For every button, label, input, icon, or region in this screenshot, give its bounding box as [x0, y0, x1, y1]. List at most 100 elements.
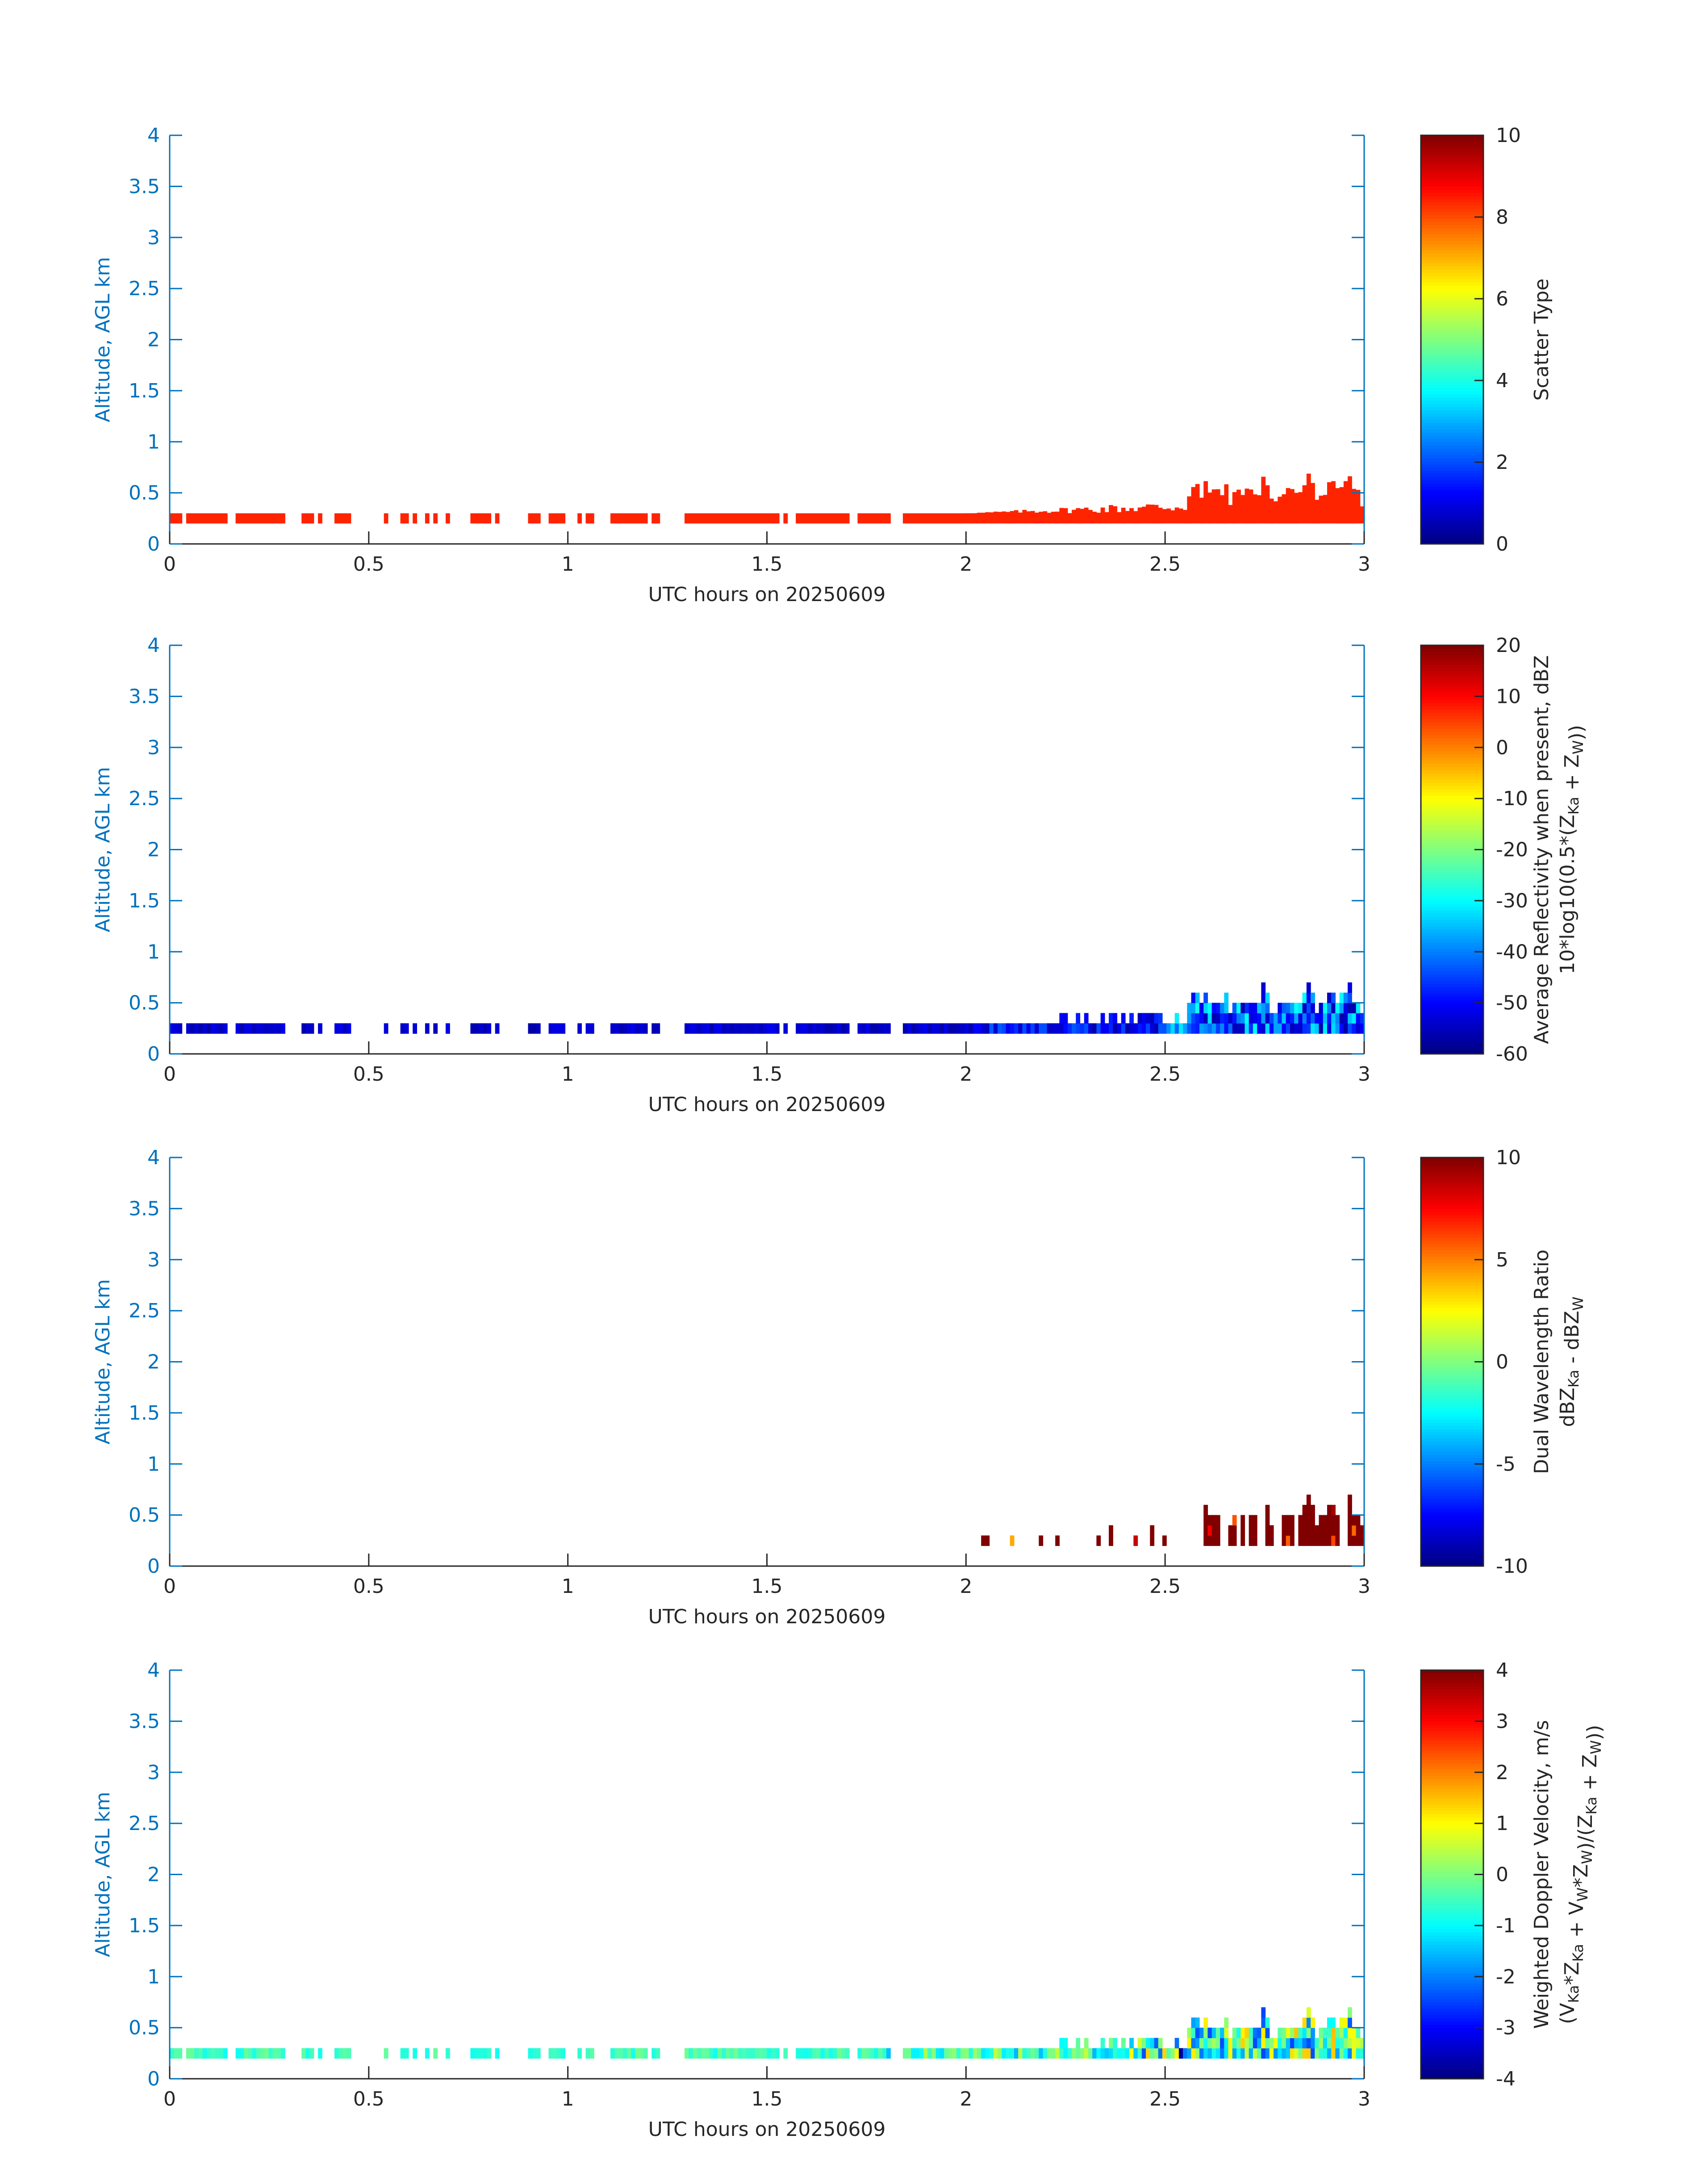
colorbar-swatch	[1421, 298, 1483, 302]
colorbar-swatch	[1421, 1951, 1483, 1955]
colorbar-swatch	[1421, 189, 1483, 193]
heatmap-cell	[446, 2048, 450, 2059]
heatmap-cell	[1302, 1515, 1307, 1526]
heatmap-cell	[470, 513, 475, 524]
heatmap-cell	[935, 2048, 940, 2059]
colorbar-swatch	[1421, 215, 1483, 219]
heatmap-cell	[993, 2048, 998, 2059]
heatmap-cell	[561, 1023, 566, 1034]
heatmap-cell	[1174, 507, 1179, 524]
colorbar-swatch	[1421, 1192, 1483, 1196]
heatmap-cell	[1348, 1494, 1352, 1505]
heatmap-cell	[1352, 1515, 1357, 1526]
heatmap-cell	[1203, 1504, 1208, 1516]
heatmap-cell	[808, 513, 813, 524]
heatmap-cell	[1191, 1003, 1196, 1014]
heatmap-cell	[940, 1023, 944, 1034]
heatmap-cell	[1343, 1003, 1348, 1014]
heatmap-cell	[528, 2048, 533, 2059]
heatmap-cell	[433, 1023, 438, 1034]
colorbar-swatch	[1421, 400, 1483, 404]
colorbar-swatch	[1421, 496, 1483, 500]
heatmap-cell	[738, 513, 743, 524]
colorbar-swatch	[1421, 891, 1483, 895]
heatmap-cell	[948, 1023, 953, 1034]
heatmap-cell	[651, 1023, 656, 1034]
heatmap-cell	[1360, 1023, 1365, 1034]
heatmap-cell	[239, 1023, 244, 1034]
heatmap-cell	[833, 2048, 837, 2059]
colorbar-swatch	[1421, 1003, 1483, 1007]
colorbar-swatch	[1421, 1967, 1483, 1971]
heatmap-cell	[318, 1023, 322, 1034]
heatmap-cell	[923, 2048, 928, 2059]
heatmap-cell	[1274, 1013, 1278, 1024]
heatmap-cell	[1244, 2027, 1249, 2039]
colorbar-swatch	[1421, 715, 1483, 719]
heatmap-cell	[902, 513, 907, 524]
heatmap-cell	[865, 1023, 870, 1034]
heatmap-cell	[1323, 1013, 1328, 1024]
heatmap-cell	[1290, 1003, 1295, 1014]
heatmap-cell	[1249, 1535, 1253, 1546]
colorbar-swatch	[1421, 1782, 1483, 1786]
colorbar-swatch	[1421, 1756, 1483, 1760]
heatmap-cell	[1154, 505, 1159, 524]
heatmap-cell	[956, 1023, 961, 1034]
colorbar-swatch	[1421, 1464, 1483, 1468]
colorbar-swatch	[1421, 1705, 1483, 1709]
heatmap-cell	[585, 1023, 590, 1034]
colorbar-swatch	[1421, 394, 1483, 397]
colorbar-swatch	[1421, 2053, 1483, 2057]
heatmap-cell	[1352, 1023, 1357, 1034]
heatmap-cell	[1290, 1023, 1295, 1034]
colorbar-swatch	[1421, 445, 1483, 449]
colorbar-swatch	[1421, 1794, 1483, 1798]
colorbar-swatch	[1421, 1727, 1483, 1731]
colorbar-swatch	[1421, 1960, 1483, 1964]
heatmap-cell	[1014, 510, 1019, 524]
heatmap-cell	[1121, 507, 1126, 524]
heatmap-cell	[870, 1023, 874, 1034]
colorbar-swatch	[1421, 1311, 1483, 1315]
colorbar-swatch	[1421, 1041, 1483, 1045]
heatmap-cell	[726, 2048, 731, 2059]
heatmap-cell	[767, 1023, 772, 1034]
colorbar-swatch	[1421, 952, 1483, 956]
colorbar-swatch	[1421, 314, 1483, 318]
heatmap-cell	[1306, 473, 1311, 524]
colorbar-swatch	[1421, 1903, 1483, 1907]
colorbar-swatch	[1421, 1412, 1483, 1417]
colorbar-swatch	[1421, 1817, 1483, 1821]
colorbar-swatch	[1421, 1250, 1483, 1254]
heatmap-cell	[738, 2048, 743, 2059]
heatmap-cell	[635, 513, 640, 524]
heatmap-cell	[1240, 1535, 1245, 1546]
colorbar-swatch	[1421, 1823, 1483, 1827]
heatmap-cell	[1286, 488, 1290, 524]
heatmap-cell	[239, 513, 244, 524]
heatmap-cell	[1348, 2017, 1352, 2028]
colorbar-swatch	[1421, 1906, 1483, 1910]
colorbar-swatch	[1421, 282, 1483, 286]
heatmap-cell	[1211, 1013, 1216, 1024]
colorbar-swatch	[1421, 776, 1483, 780]
y-tick-label: 4	[147, 124, 160, 147]
colorbar-swatch	[1421, 1833, 1483, 1837]
heatmap-cell	[927, 513, 932, 524]
colorbar-swatch	[1421, 1543, 1483, 1547]
x-tick-label: 2.5	[1149, 553, 1181, 576]
heatmap-cell	[1286, 1525, 1290, 1536]
heatmap-cell	[1137, 1023, 1142, 1034]
colorbar-swatch	[1421, 955, 1483, 959]
heatmap-cell	[1331, 1003, 1336, 1014]
heatmap-cell	[1195, 484, 1200, 524]
heatmap-cell	[1195, 1003, 1200, 1014]
heatmap-cell	[260, 1023, 265, 1034]
colorbar-swatch	[1421, 652, 1483, 656]
heatmap-cell	[1311, 2027, 1315, 2039]
colorbar-swatch	[1421, 317, 1483, 321]
colorbar-swatch	[1421, 923, 1483, 927]
heatmap-cell	[446, 1023, 450, 1034]
